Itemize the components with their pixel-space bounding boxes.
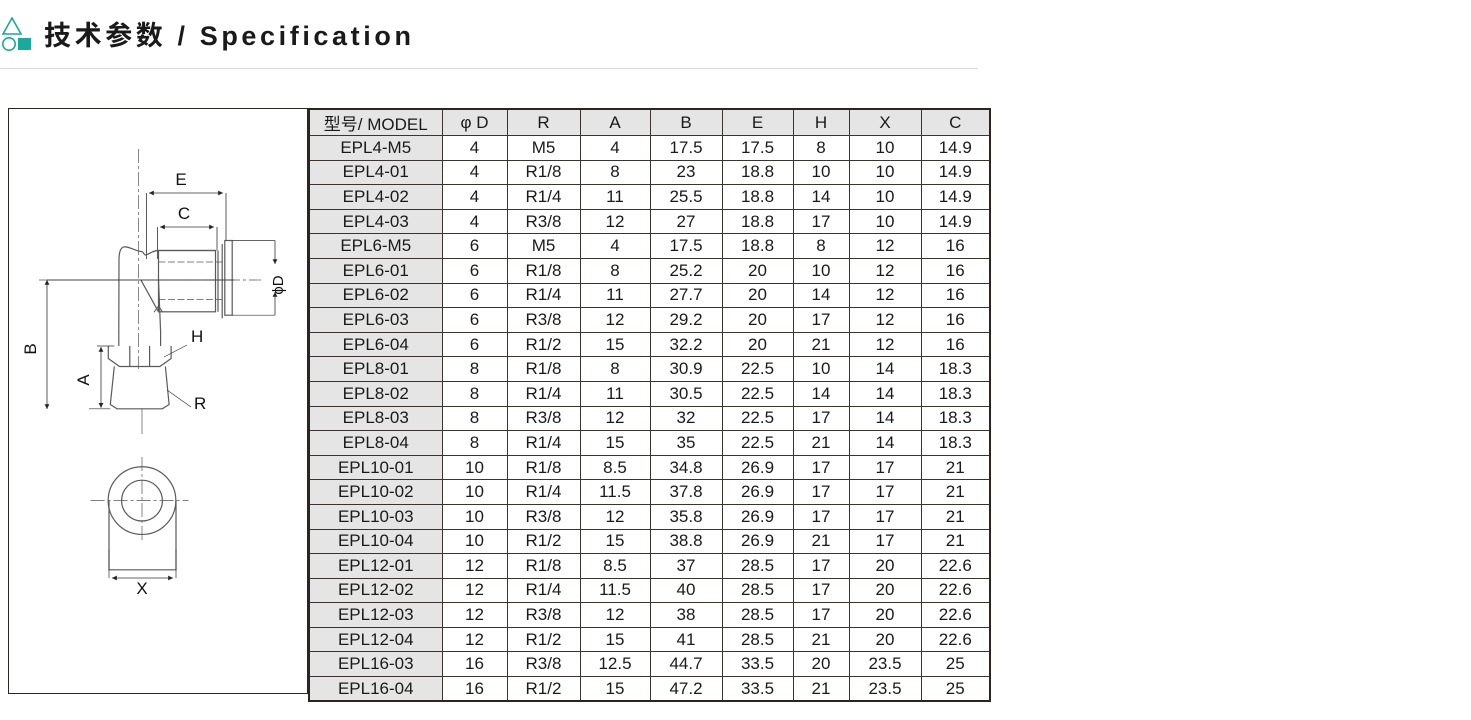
svg-text:R: R — [194, 394, 206, 413]
svg-text:C: C — [178, 204, 190, 223]
svg-text:E: E — [175, 170, 186, 189]
svg-text:B: B — [21, 343, 40, 354]
svg-text:A: A — [74, 374, 93, 386]
svg-text:X: X — [136, 579, 147, 598]
svg-text:H: H — [191, 327, 203, 346]
svg-text:ϕD: ϕD — [270, 275, 287, 294]
